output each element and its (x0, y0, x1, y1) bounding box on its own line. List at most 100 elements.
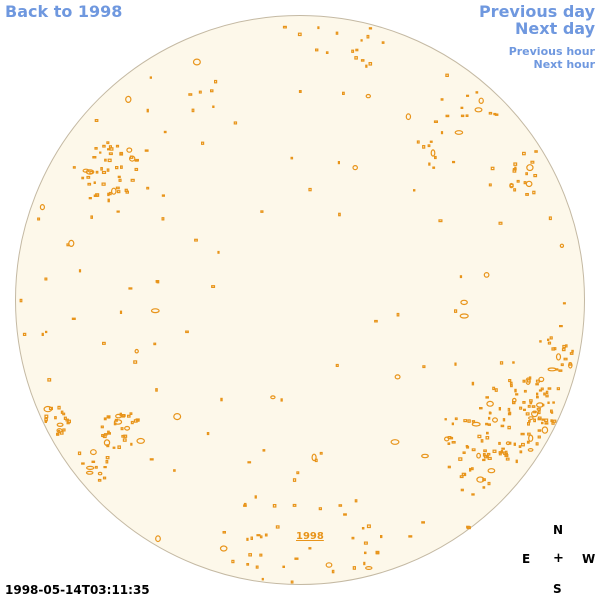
active-region-mark (513, 162, 518, 166)
active-region-mark (509, 183, 514, 188)
active-region-mark (523, 181, 527, 185)
active-region-mark (465, 114, 469, 117)
active-region-mark (103, 439, 111, 447)
active-region-mark (360, 59, 365, 62)
active-region-mark (270, 395, 276, 400)
active-region-mark (538, 376, 545, 383)
active-region-mark (214, 79, 218, 84)
active-region-mark (488, 416, 491, 420)
active-region-mark (117, 445, 122, 450)
active-region-mark (188, 93, 193, 96)
active-region-mark (173, 413, 182, 421)
back-to-year-link[interactable]: Back to 1998 (5, 2, 123, 21)
active-region-mark (219, 545, 228, 552)
active-region-mark (351, 49, 355, 53)
active-region-mark (381, 41, 385, 44)
active-region-mark (355, 48, 359, 52)
active-region-mark (516, 179, 520, 183)
active-region-mark (354, 56, 358, 60)
active-region-mark (260, 210, 264, 213)
active-region-mark (116, 190, 121, 194)
active-region-mark (444, 418, 447, 421)
next-hour-link[interactable]: Next hour (533, 58, 596, 71)
active-region-mark (248, 553, 252, 557)
active-region-mark (119, 165, 123, 169)
active-region-mark (298, 89, 302, 93)
active-region-mark (134, 167, 139, 171)
active-region-mark (111, 187, 117, 195)
active-region-mark (451, 441, 456, 444)
active-region-mark (552, 419, 557, 423)
active-region-mark (541, 426, 549, 434)
active-region-mark (102, 476, 107, 480)
active-region-mark (85, 470, 94, 475)
active-region-mark (486, 452, 491, 456)
active-region-mark (547, 401, 550, 405)
active-region-mark (105, 456, 110, 460)
active-region-mark (471, 448, 476, 452)
active-region-mark (135, 158, 139, 162)
year-link[interactable]: 1998 (296, 531, 324, 542)
active-region-mark (522, 401, 526, 404)
active-region-mark (66, 243, 70, 247)
active-region-mark (471, 420, 476, 423)
active-region-features (19, 25, 574, 584)
active-region-mark (485, 436, 490, 440)
active-region-mark (130, 420, 134, 425)
active-region-mark (149, 76, 153, 79)
active-region-mark (466, 526, 471, 530)
previous-day-link[interactable]: Previous day (478, 2, 595, 21)
active-region-mark (459, 475, 464, 479)
active-region-mark (352, 566, 356, 570)
active-region-mark (315, 48, 319, 52)
active-region-mark (514, 388, 517, 393)
active-region-mark (486, 431, 489, 435)
active-region-mark (95, 170, 99, 174)
active-region-mark (294, 557, 299, 560)
active-region-mark (136, 437, 146, 444)
active-region-mark (405, 113, 412, 121)
active-region-mark (85, 465, 95, 470)
active-region-mark (102, 144, 106, 148)
active-region-mark (427, 144, 431, 148)
active-region-mark (115, 186, 120, 190)
next-day-link[interactable]: Next day (515, 19, 595, 38)
active-region-mark (308, 547, 312, 550)
active-region-mark (126, 147, 133, 153)
active-region-mark (365, 64, 368, 68)
previous-hour-link[interactable]: Previous hour (508, 45, 595, 58)
active-region-mark (104, 158, 107, 162)
active-region-mark (416, 140, 420, 144)
active-region-mark (571, 349, 574, 353)
active-region-mark (259, 535, 263, 539)
active-region-mark (163, 130, 167, 134)
active-region-mark (113, 419, 123, 425)
active-region-mark (454, 130, 464, 135)
active-region-mark (520, 442, 525, 447)
active-region-mark (525, 172, 529, 176)
active-region-mark (447, 436, 452, 440)
active-region-mark (513, 442, 517, 446)
active-region-mark (512, 169, 517, 173)
active-region-mark (460, 488, 464, 492)
active-region-mark (561, 348, 566, 352)
active-region-mark (220, 397, 223, 402)
active-region-mark (325, 51, 329, 55)
active-region-mark (103, 466, 107, 469)
active-region-mark (94, 465, 98, 469)
active-region-mark (430, 149, 436, 157)
active-region-mark (222, 530, 227, 534)
active-region-mark (460, 114, 465, 118)
active-region-mark (440, 98, 444, 101)
active-region-mark (161, 194, 165, 197)
active-region-mark (540, 421, 544, 425)
active-region-mark (498, 441, 501, 445)
active-region-mark (553, 347, 557, 351)
active-region-mark (243, 502, 247, 507)
active-region-mark (130, 442, 133, 446)
active-region-mark (507, 407, 511, 412)
active-region-mark (526, 379, 531, 383)
active-region-mark (155, 388, 158, 392)
active-region-mark (87, 182, 92, 186)
active-region-mark (537, 418, 541, 421)
